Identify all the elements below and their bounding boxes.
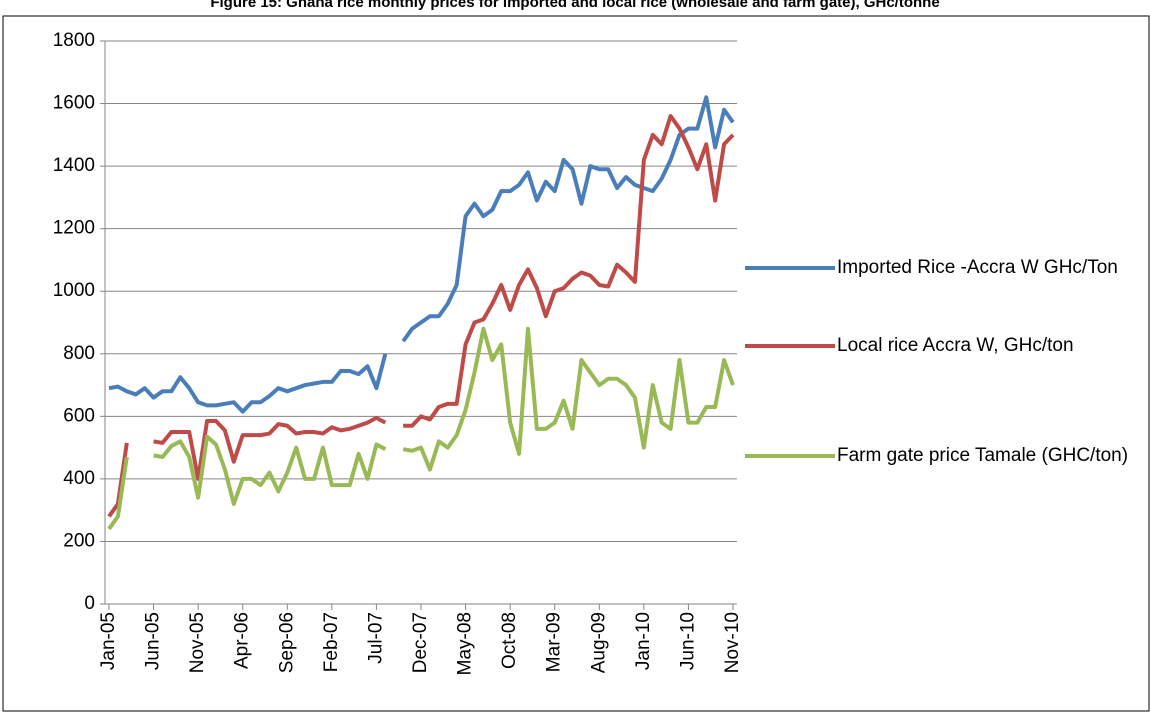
series-line <box>107 456 129 531</box>
legend-label: Imported Rice -Accra W GHc/Ton <box>837 257 1118 278</box>
series-line <box>153 415 387 481</box>
chart-title: Figure 15: Ghana rice monthly prices for… <box>210 0 939 11</box>
series-line <box>108 353 388 414</box>
x-tick-label: Feb-07 <box>321 612 342 672</box>
x-tick-label: Mar-09 <box>544 612 565 672</box>
x-tick-label: Nov-05 <box>187 612 208 673</box>
x-tick-label: May-08 <box>455 612 476 675</box>
x-tick-label: Aug-09 <box>588 612 609 673</box>
x-tick-label: Jan-05 <box>98 612 119 670</box>
y-tick-label: 1000 <box>53 280 95 301</box>
legend-swatch <box>745 454 835 458</box>
x-tick-label: Sep-06 <box>276 612 297 673</box>
legend-swatch <box>745 266 835 270</box>
legend-item: Farm gate price Tamale (GHC/ton) <box>745 443 1145 503</box>
y-tick-label: 1600 <box>53 93 95 114</box>
x-tick-label: Oct-08 <box>499 612 520 669</box>
legend-swatch <box>745 344 835 348</box>
x-tick-label: Nov-10 <box>722 612 743 673</box>
x-tick-label: Apr-06 <box>232 612 253 669</box>
x-tick-label: Jan-10 <box>633 612 654 670</box>
legend-label: Local rice Accra W, GHc/ton <box>837 335 1074 356</box>
series-line <box>153 434 387 506</box>
y-tick-label: 1400 <box>53 155 95 176</box>
chart-border <box>2 15 1150 712</box>
y-tick-label: 200 <box>63 530 95 551</box>
y-tick-label: 0 <box>84 593 95 614</box>
y-tick-label: 1800 <box>53 30 95 51</box>
legend-item: Imported Rice -Accra W GHc/Ton <box>745 255 1145 315</box>
y-tick-label: 1200 <box>53 218 95 239</box>
legend-item: Local rice Accra W, GHc/ton <box>745 333 1145 393</box>
x-tick-label: Jun-10 <box>677 612 698 670</box>
series-line <box>403 114 735 428</box>
series-line <box>402 326 735 472</box>
y-tick-label: 800 <box>63 343 95 364</box>
y-tick-label: 600 <box>63 405 95 426</box>
series-line <box>401 95 735 343</box>
x-tick-label: Jul-07 <box>365 612 386 664</box>
x-tick-label: Jun-05 <box>143 612 164 670</box>
x-tick-label: Dec-07 <box>410 612 431 673</box>
legend-label: Farm gate price Tamale (GHC/ton) <box>837 445 1129 466</box>
y-tick-label: 400 <box>63 468 95 489</box>
